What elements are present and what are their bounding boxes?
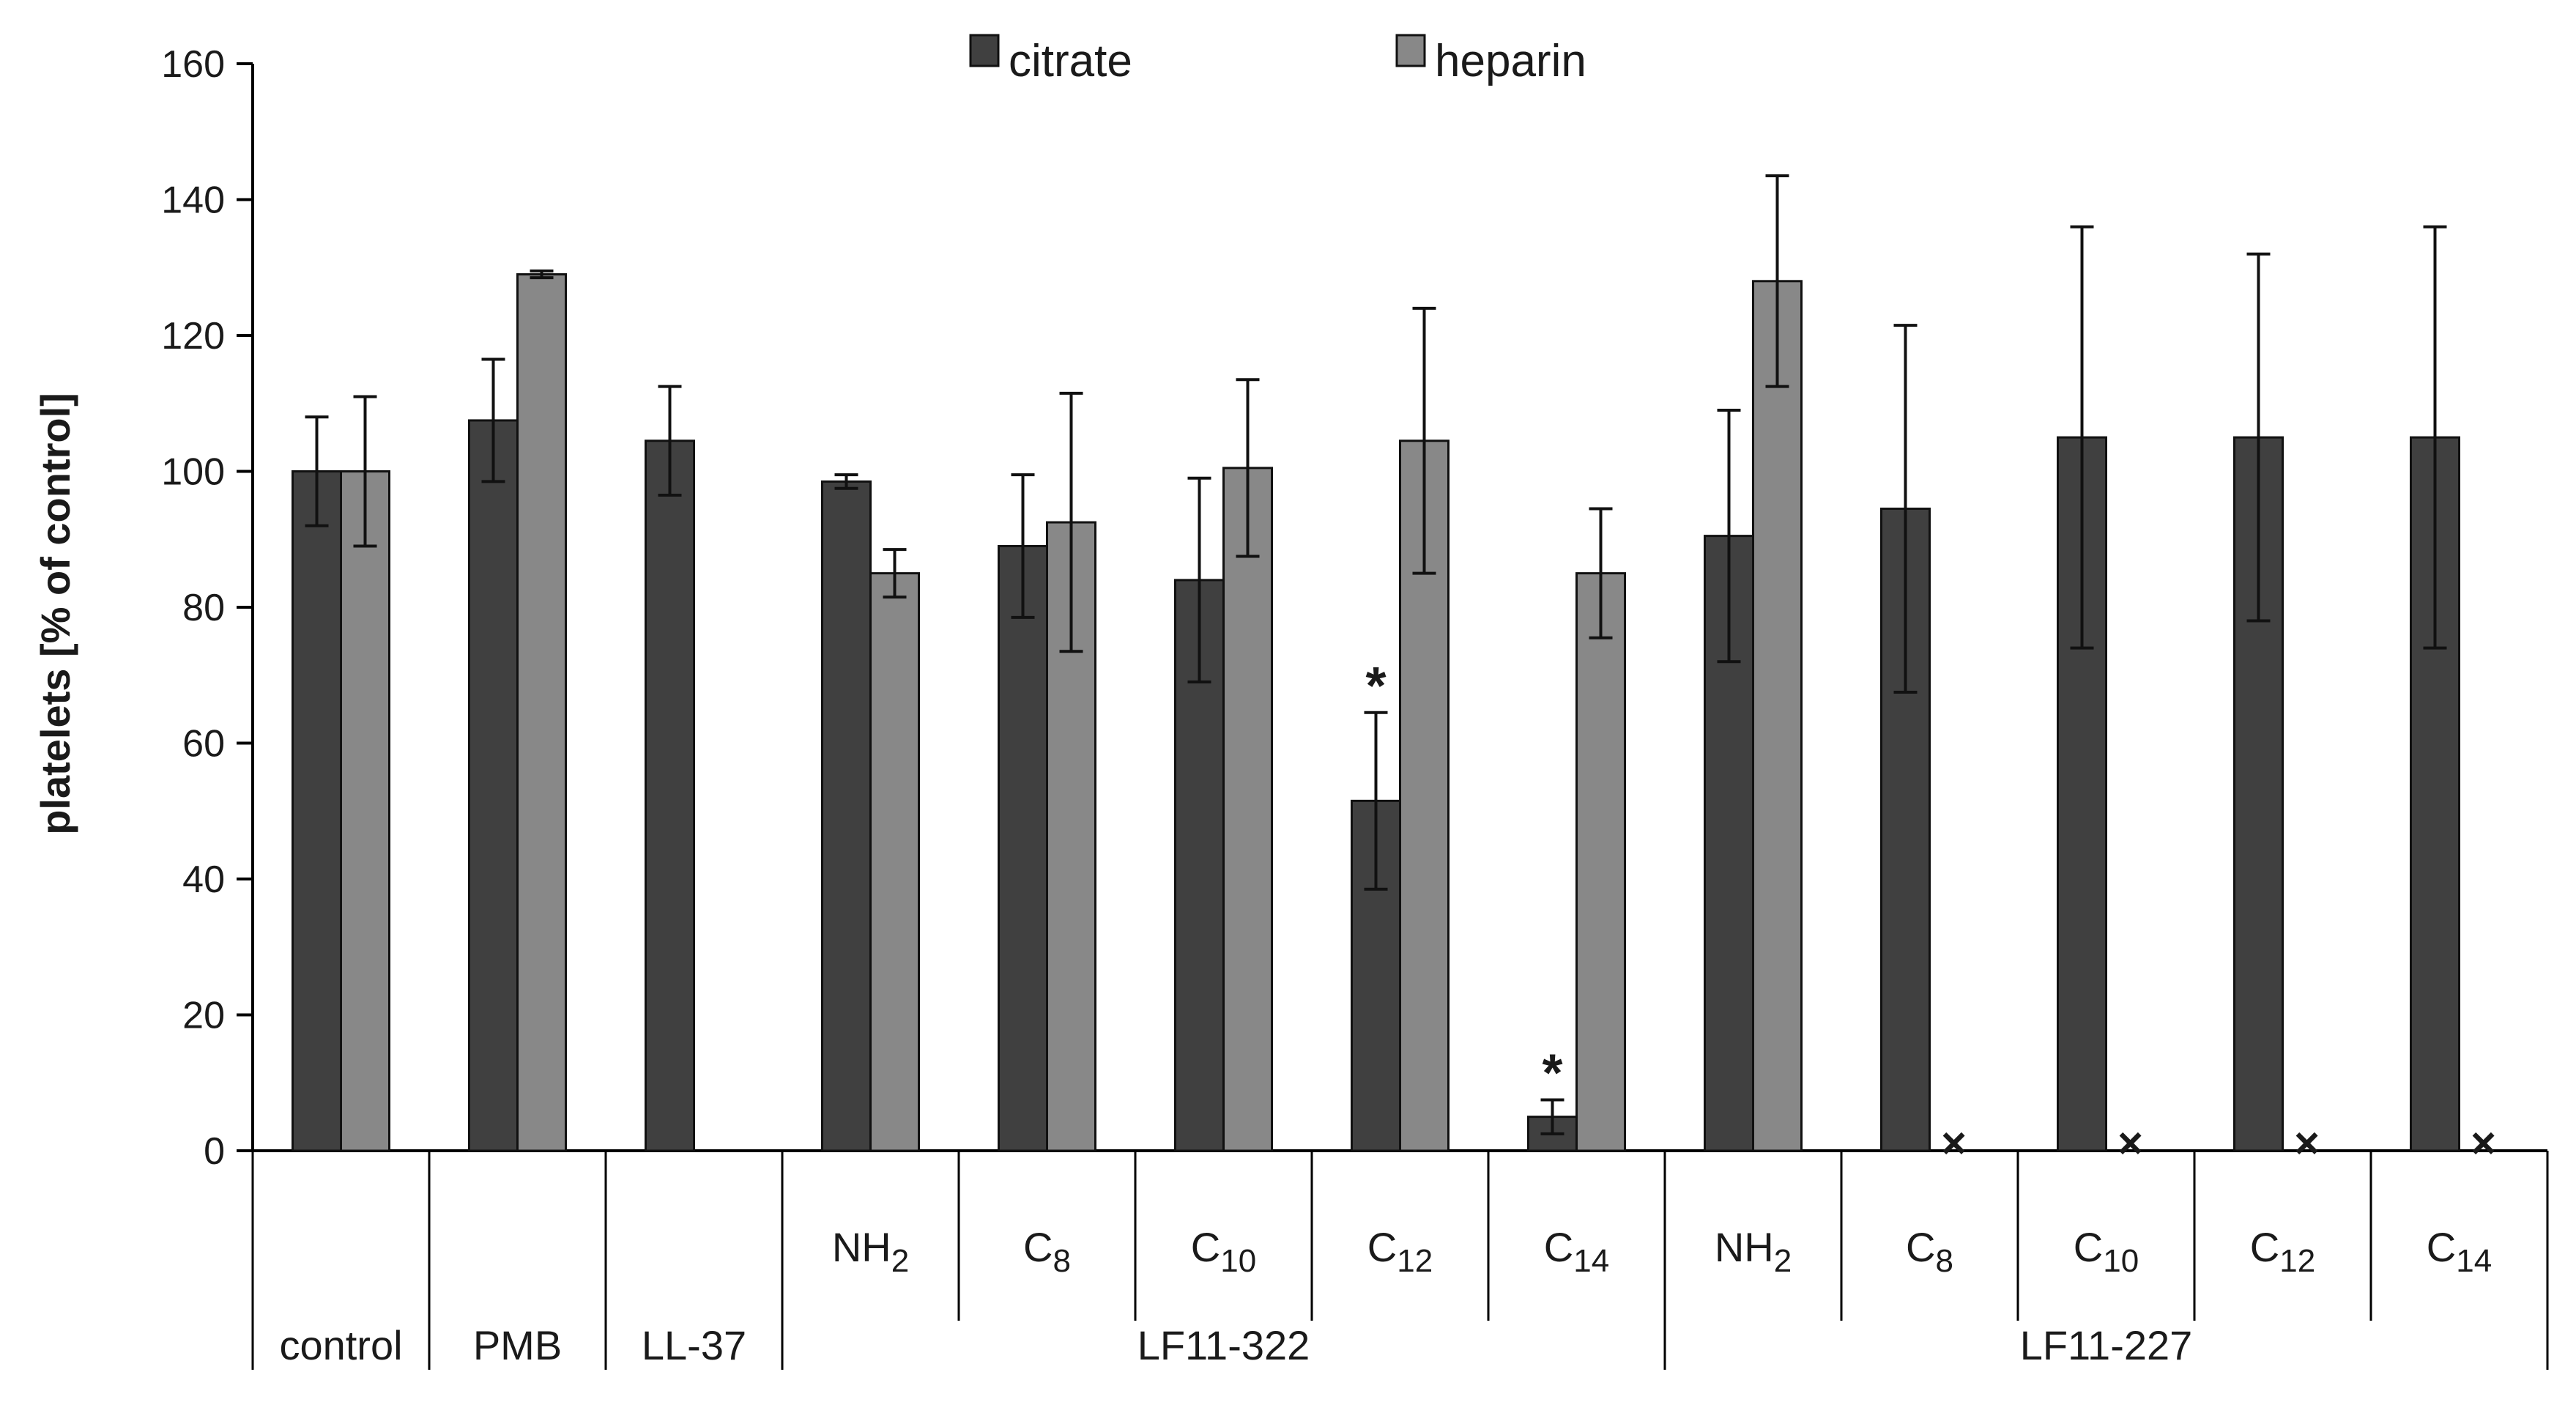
x-category-label: C10 [1191, 1224, 1256, 1279]
citrate-bar-4 [998, 545, 1048, 1152]
x-category-labels: NH2 C8 C10 C12 C14 NH2 C8 C10 C12 C14 control PMB LL… [279, 1224, 2492, 1368]
x-category-label: C10 [2074, 1224, 2139, 1279]
x-category-label: NH2 [1715, 1224, 1792, 1279]
citrate-bar-1 [468, 419, 519, 1152]
citrate-legend-label: citrate [1009, 36, 1132, 86]
y-tick-label: 160 [161, 43, 225, 86]
citrate-bar-3 [821, 480, 872, 1152]
x-category-label: C8 [1906, 1224, 1953, 1279]
y-tick-label: 120 [161, 315, 225, 357]
not-determined-marker: × [2294, 1119, 2320, 1168]
heparin-bar-7 [1575, 572, 1626, 1152]
heparin-bar-0 [340, 470, 390, 1152]
x-category-label: C12 [1367, 1224, 1433, 1279]
y-tick-label: 80 [182, 587, 225, 629]
y-tick-label: 40 [182, 858, 225, 901]
y-tick-label: 20 [182, 995, 225, 1037]
x-category-label: C14 [1544, 1224, 1609, 1279]
heparin-bar-1 [516, 273, 567, 1152]
heparin-legend-label: heparin [1435, 36, 1586, 86]
heparin-legend-swatch [1395, 34, 1426, 67]
x-group-label: LF11-227 [2020, 1322, 2193, 1368]
bars: * * × × × × [292, 174, 2496, 1168]
y-tick-label: 60 [182, 723, 225, 765]
y-tick-label: 0 [204, 1130, 225, 1173]
y-tick-label: 140 [161, 179, 225, 222]
x-group-label: PMB [473, 1322, 562, 1368]
x-group-label: LF11-322 [1137, 1322, 1310, 1368]
not-determined-marker: × [2471, 1119, 2496, 1168]
x-category-label: C12 [2250, 1224, 2315, 1279]
citrate-bar-2 [645, 439, 695, 1152]
citrate-bar-0 [292, 470, 342, 1152]
y-axis-title: platelets [% of control] [32, 393, 78, 835]
axes: 0 20 40 60 80 100 120 140 160 [161, 43, 2549, 1370]
x-category-label: NH2 [832, 1224, 909, 1279]
x-group-label: control [279, 1322, 402, 1368]
heparin-bar-5 [1222, 467, 1273, 1152]
citrate-legend-swatch [969, 34, 1000, 67]
legend: citrate heparin [969, 34, 1586, 86]
y-tick-label: 100 [161, 451, 225, 494]
not-determined-marker: × [1941, 1119, 1967, 1168]
significance-marker: * [1365, 657, 1386, 716]
heparin-bar-8 [1752, 280, 1803, 1152]
not-determined-marker: × [2117, 1119, 2143, 1168]
x-category-label: C8 [1023, 1224, 1071, 1279]
x-category-label: C14 [2427, 1224, 2492, 1279]
heparin-bar-3 [869, 572, 920, 1152]
x-group-label: LL-37 [642, 1322, 746, 1368]
significance-marker: * [1542, 1044, 1562, 1102]
